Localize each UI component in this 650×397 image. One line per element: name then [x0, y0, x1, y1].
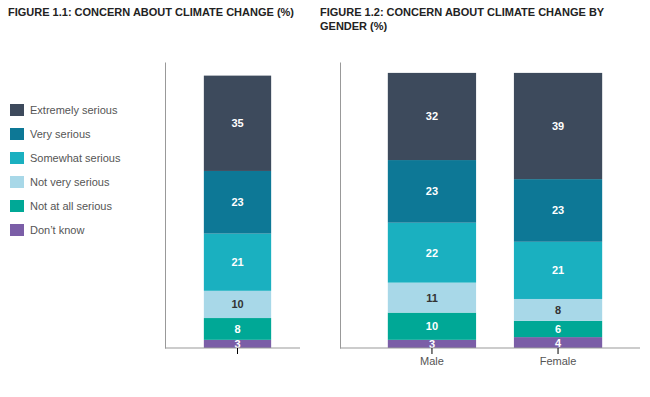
bar-segment [204, 318, 271, 340]
legend-swatch [10, 224, 24, 236]
bar-segment [514, 179, 602, 242]
data-label: 4 [555, 337, 562, 349]
bar-segment [388, 223, 476, 283]
title: FIGURE 1.2: CONCERN ABOUT CLIMATE CHANGE… [320, 6, 605, 32]
data-labels: 34106118222123233239 [426, 110, 564, 349]
legend: Extremely serious Very serious Somewhat se… [10, 104, 121, 236]
bar-segment [204, 76, 271, 171]
bar-segment [388, 160, 476, 223]
x-tick-label: Male [420, 355, 444, 367]
y-axis [165, 63, 166, 349]
data-label: 23 [231, 196, 243, 208]
bar-segment [514, 73, 602, 179]
x-axis: Male Female [340, 348, 640, 367]
legend-swatch [10, 200, 24, 212]
data-label: 32 [426, 110, 438, 122]
x-axis-line [340, 348, 640, 349]
title: FIGURE 1.1: CONCERN ABOUT CLIMATE CHANGE… [8, 6, 294, 18]
chart-panel: FIGURE 1.1: CONCERN ABOUT CLIMATE CHANGE… [8, 6, 300, 354]
y-axis [340, 63, 341, 349]
data-label: 10 [426, 320, 438, 332]
data-label: 35 [231, 117, 243, 129]
data-label: 6 [555, 323, 561, 335]
bar-segment [514, 321, 602, 337]
bar-segment [514, 299, 602, 321]
data-label: 23 [552, 204, 564, 216]
legend-label: Very serious [30, 128, 91, 140]
bar-segment [388, 283, 476, 313]
data-label: 21 [552, 264, 564, 276]
data-label: 8 [234, 323, 240, 335]
y-axis-line [340, 63, 341, 349]
legend-label: Not at all serious [30, 200, 112, 212]
data-label: 21 [231, 256, 243, 268]
data-label: 8 [555, 304, 561, 316]
legend-swatch [10, 104, 24, 116]
x-tick-label: Female [540, 355, 577, 367]
data-label: 11 [426, 292, 438, 304]
bar-segment [388, 313, 476, 340]
legend-item: Not at all serious [10, 200, 112, 212]
legend-item: Somewhat serious [10, 152, 121, 164]
legend-swatch [10, 152, 24, 164]
data-label: 10 [231, 298, 243, 310]
bar-segment [514, 337, 602, 348]
legend-label: Don’t know [30, 224, 84, 236]
x-tick: Male [420, 348, 444, 367]
legend-label: Extremely serious [30, 104, 118, 116]
bars [388, 73, 602, 348]
data-label: 39 [552, 120, 564, 132]
title-line: FIGURE 1.1: CONCERN ABOUT CLIMATE CHANGE… [8, 6, 294, 18]
title-line: GENDER (%) [320, 20, 388, 32]
x-tick-mark [237, 348, 238, 354]
x-axis-line [165, 348, 300, 349]
x-tick [237, 348, 238, 354]
chart-panel: FIGURE 1.2: CONCERN ABOUT CLIMATE CHANGE… [320, 6, 640, 367]
legend-swatch [10, 176, 24, 188]
x-tick: Female [540, 348, 577, 367]
bar-segment [514, 242, 602, 299]
x-tick-mark [558, 348, 559, 354]
data-label: 22 [426, 247, 438, 259]
bar-segment [388, 73, 476, 160]
legend-item: Not very serious [10, 176, 110, 188]
x-axis [165, 348, 300, 354]
title-line: FIGURE 1.2: CONCERN ABOUT CLIMATE CHANGE… [320, 6, 605, 18]
bar-segment [204, 171, 271, 234]
bar-segment [204, 291, 271, 318]
y-axis-line [165, 63, 166, 349]
bar-segment [204, 234, 271, 291]
bars [204, 76, 271, 348]
legend-swatch [10, 128, 24, 140]
data-labels: 3810212335 [231, 117, 243, 350]
legend-item: Very serious [10, 128, 91, 140]
legend-label: Not very serious [30, 176, 110, 188]
data-label: 23 [426, 185, 438, 197]
x-tick-mark [431, 348, 432, 354]
legend-item: Don’t know [10, 224, 84, 236]
legend-label: Somewhat serious [30, 152, 121, 164]
legend-item: Extremely serious [10, 104, 118, 116]
chart-root: FIGURE 1.1: CONCERN ABOUT CLIMATE CHANGE… [0, 0, 650, 397]
